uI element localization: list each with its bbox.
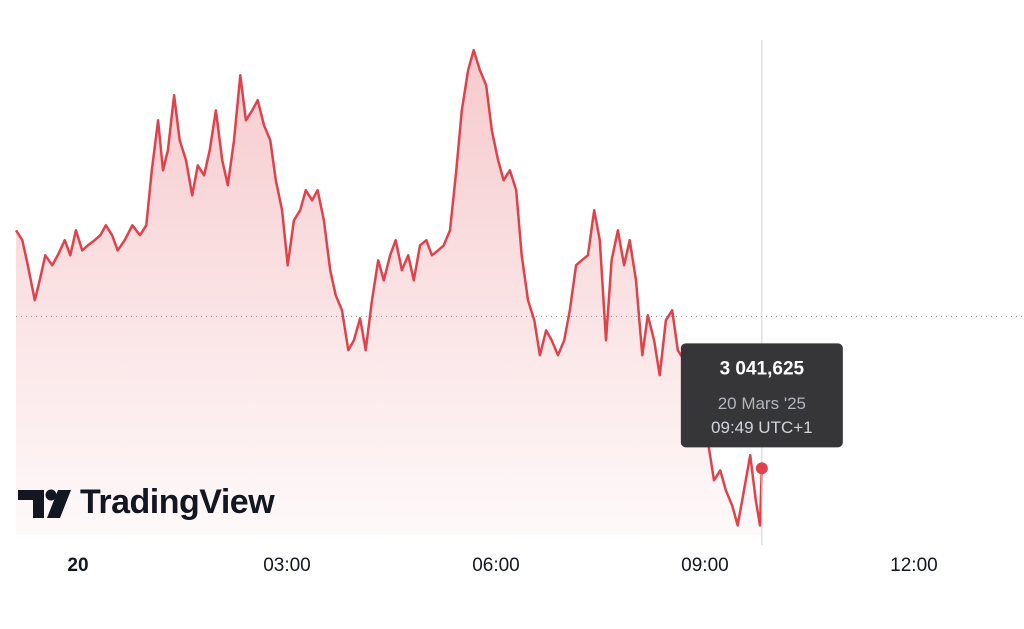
x-tick-label: 12:00 — [890, 555, 938, 576]
x-tick-label: 09:00 — [681, 555, 729, 576]
tooltip-box — [680, 343, 843, 448]
x-tick-label: 03:00 — [263, 555, 311, 576]
tooltip-date: 20 Mars '25 — [718, 394, 806, 413]
logo: TradingView — [18, 483, 276, 521]
area-fill — [16, 50, 762, 535]
logo-icon — [47, 490, 71, 518]
last-point — [755, 462, 768, 475]
logo-icon — [45, 489, 57, 501]
x-tick-label: 06:00 — [472, 555, 520, 576]
watermark: TradingView — [80, 483, 275, 521]
x-tick-label: 20 — [67, 555, 88, 576]
logo-icon — [18, 490, 44, 518]
price-line — [14, 48, 764, 527]
plot-area — [14, 48, 1024, 535]
overlay: 3 041,625 20 Mars '25 09:49 UTC+1 — [680, 40, 843, 545]
tooltip-time: 09:49 UTC+1 — [711, 418, 813, 437]
tooltip-value: 3 041,625 — [720, 358, 805, 379]
